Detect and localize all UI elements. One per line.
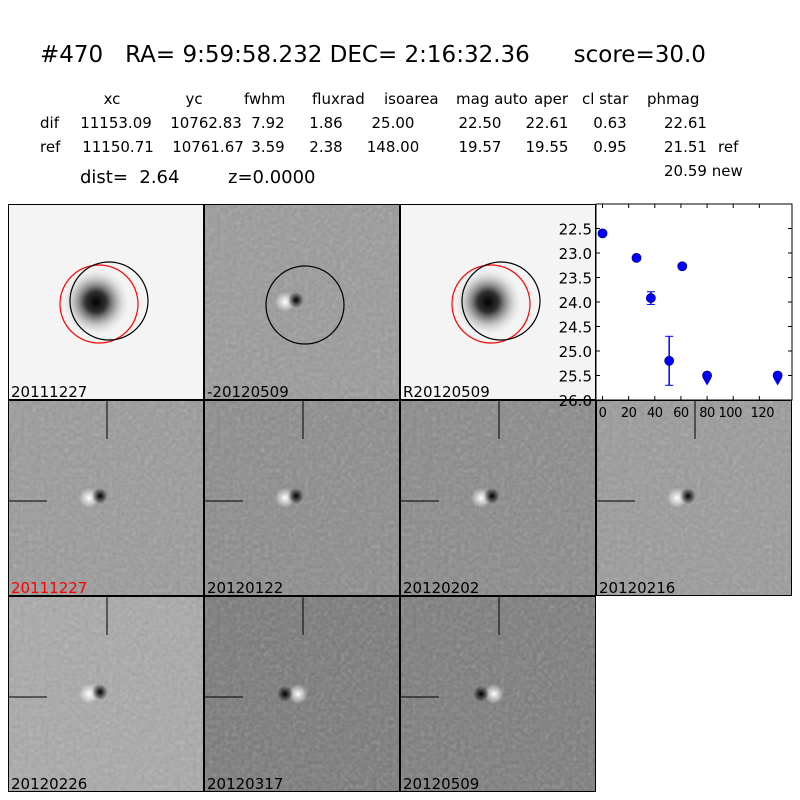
column-header: fluxrad — [312, 90, 365, 108]
light-curve-chart: 22.5 23.0 23.5 24.0 24.5 25.0 25.5 26.0 0 20 40 60 8… — [559, 203, 793, 421]
column-header: xc — [103, 90, 121, 108]
image-stamp: 20120216 — [596, 400, 792, 596]
table-cell: 10762.83 — [170, 114, 242, 132]
y-tick-label: 25.0 — [559, 343, 592, 361]
data-point — [631, 253, 642, 263]
data-point — [664, 355, 675, 366]
image-stamp: 20120202 — [400, 400, 596, 596]
x-tick-label: 0 — [599, 406, 607, 421]
stamp-date-label: 20120202 — [403, 579, 480, 596]
table-cell: 22.61 — [664, 114, 707, 132]
table-cell: 21.51 — [664, 138, 707, 156]
stamp-date-label: -20120509 — [207, 383, 289, 400]
table-cell: 1.86 — [309, 114, 343, 132]
x-tick-label: 80 — [699, 406, 715, 421]
image-stamp: 20120122 — [204, 400, 400, 596]
y-tick-label: 23.0 — [559, 245, 592, 263]
table-cell: 11153.09 — [80, 114, 152, 132]
data-point — [772, 370, 783, 381]
table-cell: 3.59 — [251, 138, 285, 156]
image-stamp: 20120317 — [204, 596, 400, 792]
table-cell: 10761.67 — [172, 138, 244, 156]
image-stamp: 20120509 — [400, 596, 596, 792]
table-cell: 22.50 — [458, 114, 502, 132]
stamp-date-label: 20120317 — [207, 775, 284, 792]
x-tick-label: 100 — [719, 406, 743, 421]
new-mag: 20.59 new — [664, 162, 743, 180]
x-tick-label: 60 — [673, 406, 689, 421]
y-tick-label: 22.5 — [559, 221, 592, 239]
image-stamp: 20111227 — [8, 400, 204, 596]
image-stamp: 20111227 — [8, 204, 204, 400]
data-point — [645, 293, 656, 303]
y-tick-label: 25.5 — [559, 368, 592, 386]
dist-value: dist= 2.64 — [80, 167, 180, 188]
column-header: fwhm — [244, 90, 286, 108]
table-cell: 25.00 — [371, 114, 415, 132]
stamp-date-label: 20120226 — [11, 775, 88, 792]
image-stamp: R20120509 — [400, 204, 596, 400]
y-tick-label: 24.5 — [559, 319, 592, 337]
table-cell: 0.63 — [593, 114, 627, 132]
data-point — [597, 228, 608, 239]
table-cell: 19.57 — [458, 138, 502, 156]
y-tick-label: 26.0 — [559, 392, 592, 410]
data-point — [677, 261, 688, 272]
data-point — [702, 370, 712, 381]
image-stamp: 20120226 — [8, 596, 204, 792]
column-header: phmag — [647, 90, 700, 108]
upper-limit-marker — [703, 378, 712, 386]
table-cell: 19.55 — [525, 138, 569, 156]
column-header: isoarea — [384, 90, 439, 108]
column-header: cl star — [582, 90, 629, 108]
redshift-value: z=0.0000 — [228, 167, 316, 188]
image-stamp: -20120509 — [204, 204, 400, 400]
table-cell: 22.61 — [525, 114, 569, 132]
table-cell: 148.00 — [366, 138, 420, 156]
stamp-date-label: R20120509 — [403, 383, 490, 400]
stamp-date-label: 20111227 — [11, 383, 88, 400]
ref-tag: ref — [718, 138, 739, 156]
stamp-date-label: 20120509 — [403, 775, 480, 792]
x-tick-label: 120 — [751, 406, 775, 421]
column-header: yc — [185, 90, 203, 108]
y-tick-label: 24.0 — [559, 294, 592, 312]
plot-area — [595, 203, 793, 401]
x-tick-label: 20 — [621, 406, 637, 421]
table-cell: 0.95 — [593, 138, 627, 156]
stamp-date-label: 20111227 — [11, 579, 88, 596]
y-tick-label: 23.5 — [559, 270, 592, 288]
table-cell: 7.92 — [251, 114, 285, 132]
stamp-date-label: 20120216 — [599, 579, 676, 596]
upper-limit-marker — [773, 378, 782, 386]
column-header: mag auto — [456, 90, 528, 108]
table-cell: 11150.71 — [82, 138, 154, 156]
row-label: dif — [40, 114, 59, 132]
x-tick-label: 40 — [647, 406, 663, 421]
column-header: aper — [533, 90, 569, 108]
stamp-date-label: 20120122 — [207, 579, 284, 596]
page-title: #470 RA= 9:59:58.232 DEC= 2:16:32.36 sco… — [40, 42, 706, 68]
row-label: ref — [40, 138, 61, 156]
table-cell: 2.38 — [309, 138, 343, 156]
